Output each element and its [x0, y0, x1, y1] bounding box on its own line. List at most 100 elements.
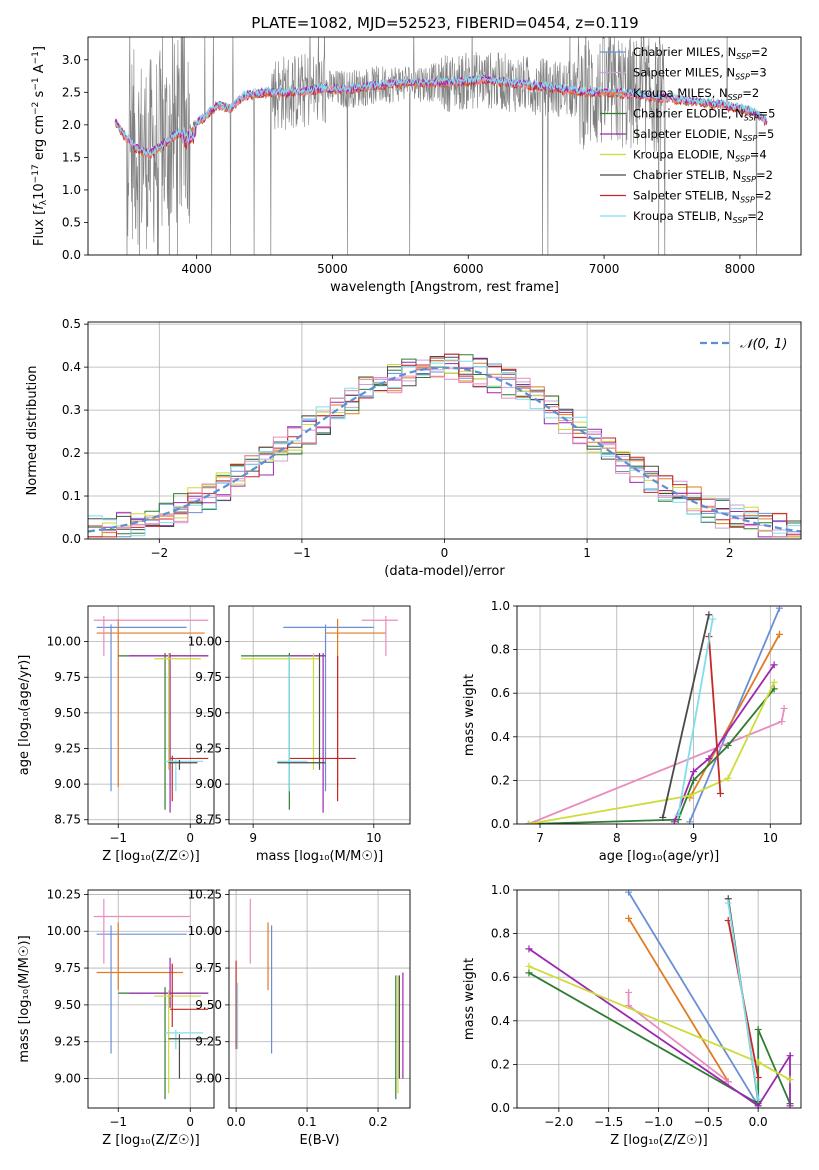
mass_vs_Z-ytick-label: 9.25 [54, 1035, 81, 1049]
residuals-ytick-label: 0.1 [62, 489, 81, 503]
residual-legend: 𝒩(0, 1) [700, 337, 787, 352]
legend-tail: =2 [742, 86, 759, 100]
normal-curve [88, 366, 801, 533]
mass_vs_Z-ytick-label: 10.00 [47, 924, 81, 938]
age_vs_mass-ytick-label: 9.50 [195, 706, 222, 720]
ylabel-part: −2 [31, 102, 41, 115]
weight_vs_age-xtick-label: 8 [613, 831, 621, 845]
mass_vs_Z-xtick-label: 0 [186, 1115, 194, 1129]
legend-tail: =2 [756, 168, 773, 182]
panel-weight_vs_age: 7 8 9 10 0.0 0.2 0.4 0.6 0.8 1.0 age [log₁₀(age/yr… [462, 599, 802, 864]
spectrum-ytick-label: 1.5 [62, 150, 81, 164]
weight-series-line [528, 972, 791, 1106]
legend-sub: SSP [733, 216, 748, 225]
legend-label: Salpeter ELODIE, N [633, 127, 743, 141]
weight-point-marker [786, 1102, 794, 1108]
mass_vs_ebv-ytick-label: 9.00 [195, 1072, 222, 1086]
weight_vs_age-xtick-label: 7 [536, 831, 544, 845]
weight-point-marker [786, 1076, 794, 1084]
spectrum-xtick-label: 7000 [589, 262, 620, 276]
panel-age_vs_Z: −1 0 8.75 9.00 9.25 9.50 9.75 10.00 Z [log₁₀(Z/Z… [17, 605, 215, 864]
weight-point-marker [705, 755, 713, 763]
legend-tail: =2 [755, 189, 772, 203]
weight-point-marker [780, 704, 788, 712]
age_vs_Z-xtick-label: 0 [186, 831, 194, 845]
legend-entry: Chabrier ELODIE, NSSP=5 [633, 107, 775, 123]
weight_vs_Z-ylabel: mass weight [462, 958, 477, 1040]
weight-point-marker [724, 742, 732, 750]
axes-frame [87, 321, 802, 540]
weight_vs_age-plot-area [517, 606, 801, 824]
axes-frame [87, 36, 802, 256]
weight_vs_Z-ytick-label: 0.8 [491, 927, 510, 941]
weight_vs_Z-xtick-label: −1.5 [594, 1115, 623, 1129]
weight_vs_Z-xtick-label: −2.0 [544, 1115, 573, 1129]
age_vs_Z-xlabel: Z [log₁₀(Z/Z☉)] [102, 849, 199, 864]
residuals-ytick-label: 0.4 [62, 360, 81, 374]
weight-point-marker [625, 988, 633, 996]
panel-mass_vs_Z: −1 0 9.00 9.25 9.50 9.75 10.00 10.25 Z [log₁₀(Z/… [17, 887, 215, 1148]
weight_vs_Z-xlabel: Z [log₁₀(Z/Z☉)] [610, 1133, 707, 1148]
spectrum-xtick-label: 4000 [181, 262, 212, 276]
weight_vs_age-ytick-label: 0.4 [491, 730, 510, 744]
weight_vs_Z-ytick-label: 0.6 [491, 970, 510, 984]
legend-entry: Kroupa ELODIE, NSSP=4 [633, 148, 767, 164]
age_vs_Z-ytick-label: 9.25 [54, 741, 81, 755]
mass_vs_ebv-xtick-label: 0.1 [298, 1115, 317, 1129]
panel-age_vs_mass: 9 10 8.75 9.00 9.25 9.50 9.75 10.00 mass [log₁₀(… [188, 605, 411, 864]
mass_vs_ebv-xtick-label: 0.2 [369, 1115, 388, 1129]
mass_vs_Z-xlabel: Z [log₁₀(Z/Z☉)] [102, 1133, 199, 1148]
age_vs_Z-ticks: −1 0 8.75 9.00 9.25 9.50 9.75 10.00 [47, 635, 194, 845]
legend-label: 𝒩(0, 1) [740, 337, 787, 352]
legend-sub: SSP [735, 155, 750, 164]
ylabel-part: −1 [31, 77, 41, 90]
residuals-ticks: −2 −1 0 1 2 0.0 0.1 0.2 0.3 0.4 0.5 [62, 317, 734, 560]
mass_vs_Z-ytick-label: 9.50 [54, 998, 81, 1012]
weight_vs_Z-xtick-label: 0.0 [749, 1115, 768, 1129]
weight_vs_age-ytick-label: 0.6 [491, 686, 510, 700]
axes-frame [228, 605, 411, 825]
residuals-xlabel: (data-model)/error [384, 564, 505, 579]
weight-point-marker [525, 962, 533, 970]
ylabel-part: ] [32, 46, 47, 51]
spectrum-ytick-label: 2.0 [62, 118, 81, 132]
panel-residuals: −2 −1 0 1 2 0.0 0.1 0.2 0.3 0.4 0.5 (data-model)/er… [25, 317, 802, 579]
mass_vs_Z-ytick-label: 10.25 [47, 887, 81, 901]
residuals-ytick-label: 0.0 [62, 532, 81, 546]
mass_vs_Z-xtick-label: −1 [109, 1115, 127, 1129]
weight_vs_age-ytick-label: 0.2 [491, 773, 510, 787]
histogram-step-line [88, 359, 801, 537]
weight-series-line [708, 636, 722, 794]
weight-point-marker [770, 678, 778, 686]
spectrum-ylabel: Flux [fλ10−17 erg cm−2 s−1 A−1] [31, 46, 49, 246]
weight-series-line [727, 902, 760, 1100]
spectrum-ytick-label: 3.0 [62, 53, 81, 67]
weight-point-marker [686, 792, 694, 800]
legend-sub: SSP [741, 175, 756, 184]
ylabel-part: f [32, 203, 47, 210]
age_vs_mass-plot-area [229, 606, 410, 824]
ylabel-part: −17 [31, 164, 41, 183]
weight-point-marker [786, 1052, 794, 1060]
ylabel-part: A [32, 64, 47, 77]
residuals-plot-area [88, 322, 801, 539]
legend-tail: =2 [751, 45, 768, 59]
age_vs_mass-ytick-label: 9.75 [195, 670, 222, 684]
weight_vs_Z-xtick-label: −1.0 [644, 1115, 673, 1129]
weight-point-marker [525, 945, 533, 953]
spectrum-model-line [114, 74, 767, 157]
weight_vs_age-ytick-label: 0.8 [491, 643, 510, 657]
age_vs_mass-ytick-label: 10.00 [188, 635, 222, 649]
legend-entry: Chabrier MILES, NSSP=2 [633, 45, 768, 61]
legend-tail: =3 [750, 66, 767, 80]
weight-point-marker [705, 611, 713, 619]
ylabel-part: erg cm [32, 115, 47, 164]
age_vs_mass-ytick-label: 8.75 [195, 813, 222, 827]
age_vs_mass-ytick-label: 9.00 [195, 777, 222, 791]
weight-series-line [528, 681, 775, 824]
age_vs_Z-ytick-label: 9.00 [54, 777, 81, 791]
mass_vs_Z-ylabel: mass [log₁₀(M/M☉)] [17, 935, 32, 1062]
spectrum-plot-area [114, 37, 768, 255]
weight-point-marker [754, 1026, 762, 1034]
